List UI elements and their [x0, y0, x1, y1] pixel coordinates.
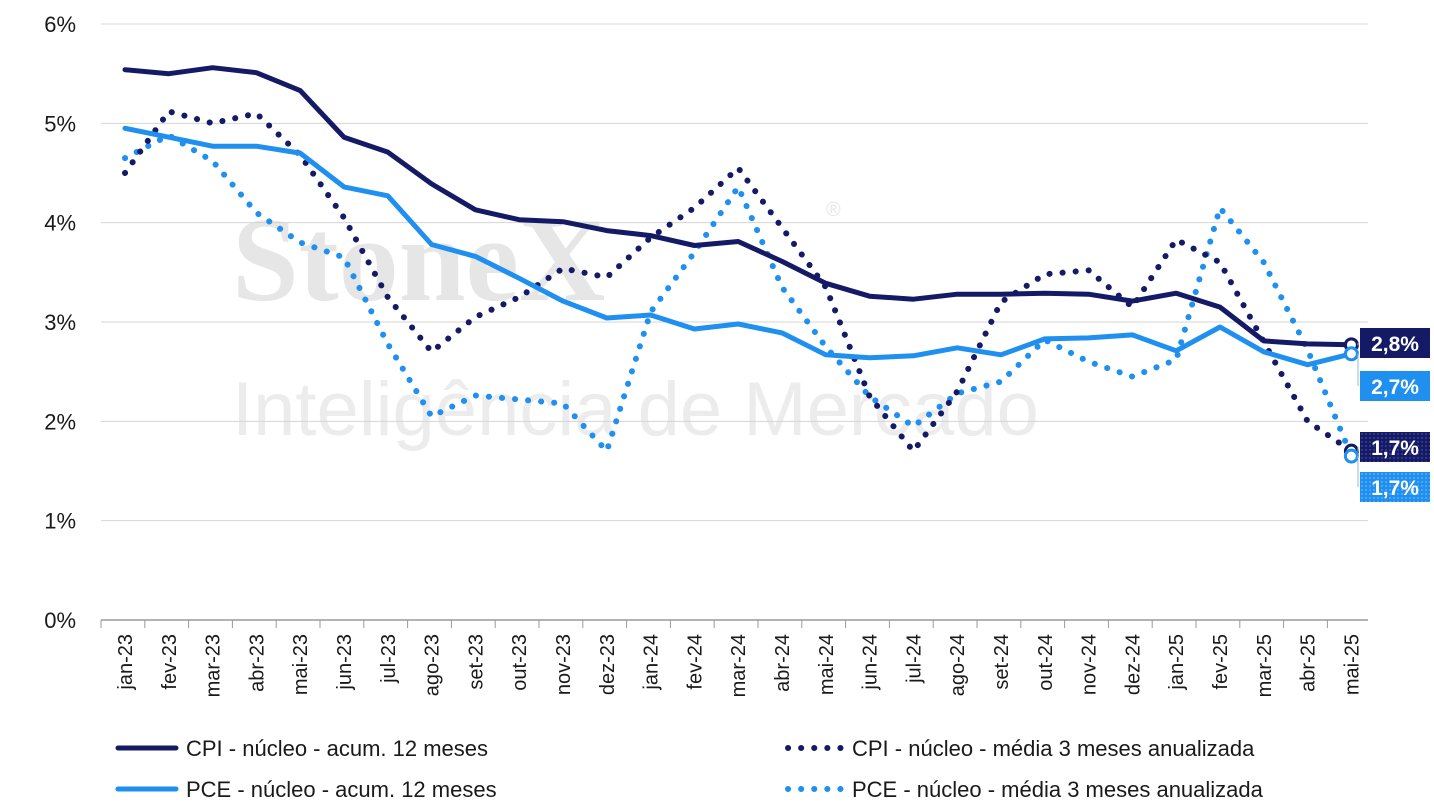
y-tick-label: 4% [44, 211, 76, 236]
legend-label: CPI - núcleo - acum. 12 meses [186, 736, 488, 761]
end-label-box [1360, 432, 1430, 462]
x-tick-label: set-23 [465, 634, 487, 690]
watermark-brand: StoneX [232, 193, 605, 326]
legend-item: PCE - núcleo - média 3 meses anualizada [785, 777, 1264, 802]
end-label-box [1360, 371, 1430, 401]
y-tick-label: 1% [44, 509, 76, 534]
x-tick-label: jul-24 [903, 634, 925, 684]
series-lines [122, 65, 1359, 464]
x-tick-label: mar-24 [728, 634, 750, 697]
legend-item: PCE - núcleo - acum. 12 meses [115, 777, 497, 802]
end-label-value: 1,7% [1371, 477, 1419, 500]
series-line [122, 132, 1355, 460]
x-tick-label: fev-24 [684, 634, 706, 690]
end-label-value: 2,8% [1371, 333, 1419, 356]
x-tick-label: nov-24 [1079, 634, 1101, 695]
x-tick-label: jan-24 [641, 634, 663, 691]
end-label-box [1360, 472, 1430, 502]
x-tick-label: mai-25 [1341, 634, 1363, 695]
x-tick-label: dez-24 [1122, 634, 1144, 695]
end-label-connector [1357, 455, 1359, 487]
x-tick-label: jul-23 [378, 634, 400, 684]
x-tick-label: nov-23 [553, 634, 575, 695]
x-tick-label: abr-23 [246, 634, 268, 692]
watermark-tagline: Inteligência de Mercado [232, 367, 1039, 452]
series-end-marker [1343, 448, 1359, 464]
series-end-marker [1343, 346, 1359, 362]
y-tick-label: 2% [44, 409, 76, 434]
watermark-registered: ® [826, 199, 841, 221]
x-tick-label: mai-23 [290, 634, 312, 695]
y-axis: 0% 1% 2% 3% 4% 5% 6% [44, 12, 76, 633]
x-tick-label: dez-23 [597, 634, 619, 695]
legend-label: CPI - núcleo - média 3 meses anualizada [852, 736, 1255, 761]
x-tick-label: jan-25 [1166, 634, 1188, 691]
series-line [122, 125, 1354, 368]
end-labels: 2,8% 2,7% 1,7% 1,7% [1357, 328, 1430, 502]
x-tick-label: fev-23 [159, 634, 181, 690]
legend-item: CPI - núcleo - acum. 12 meses [115, 736, 488, 761]
x-tick-label: jan-23 [115, 634, 137, 691]
end-label-value: 2,7% [1371, 376, 1419, 399]
series-line [122, 108, 1355, 455]
legend-label: PCE - núcleo - acum. 12 meses [186, 777, 497, 802]
x-tick-label: set-24 [991, 634, 1013, 690]
x-tick-label: ago-24 [947, 634, 969, 696]
end-label-connector [1357, 343, 1359, 346]
x-tick-label: jun-24 [860, 634, 882, 691]
x-tick-label: abr-25 [1298, 634, 1320, 692]
x-tick-label: fev-25 [1210, 634, 1232, 690]
end-label-connector [1357, 447, 1359, 452]
y-tick-label: 3% [44, 310, 76, 335]
series-line [122, 65, 1354, 348]
x-tick-label: out-23 [509, 634, 531, 691]
x-tick-label: ago-23 [422, 634, 444, 696]
end-label-connector [1357, 353, 1359, 386]
x-tick-label: mar-25 [1254, 634, 1276, 697]
y-tick-label: 0% [44, 608, 76, 633]
end-label-box [1360, 328, 1430, 358]
x-tick-label: jun-23 [334, 634, 356, 691]
end-label-value: 1,7% [1371, 437, 1419, 460]
y-tick-label: 6% [44, 12, 76, 37]
x-tick-label: out-24 [1035, 634, 1057, 691]
legend-item: CPI - núcleo - média 3 meses anualizada [785, 736, 1255, 761]
watermark: StoneX ® Inteligência de Mercado [232, 193, 1039, 452]
legend-label: PCE - núcleo - média 3 meses anualizada [852, 777, 1264, 802]
y-tick-label: 5% [44, 111, 76, 136]
x-axis: jan-23 fev-23 mar-23 abr-23 mai-23 jun-23 jul-… [100, 620, 1363, 697]
x-tick-label: abr-24 [772, 634, 794, 692]
x-tick-label: mai-24 [816, 634, 838, 695]
legend: CPI - núcleo - acum. 12 meses CPI - núcle… [115, 736, 1264, 802]
x-tick-label: mar-23 [203, 634, 225, 697]
